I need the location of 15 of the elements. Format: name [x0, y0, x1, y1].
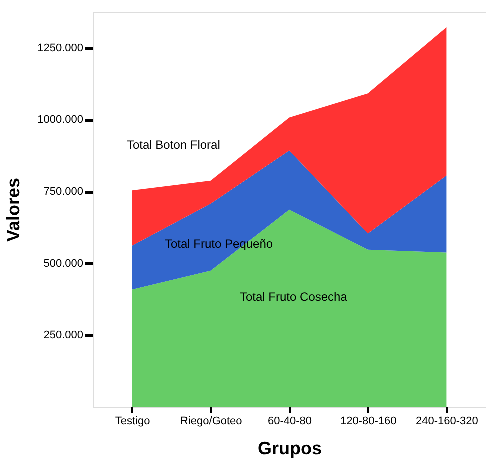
y-tick-label: 750.000	[44, 186, 84, 198]
x-tick-label: 60-40-80	[268, 416, 312, 428]
series-label: Total Boton Floral	[127, 138, 220, 152]
series-label: Total Fruto Cosecha	[240, 290, 348, 304]
x-tick-label: 240-160-320	[416, 416, 478, 428]
y-axis-title: Valores	[4, 178, 24, 242]
y-tick-label: 500.000	[44, 258, 84, 270]
x-axis-title: Grupos	[258, 438, 322, 458]
y-tick-label: 1000.000	[38, 114, 84, 126]
series-label: Total Fruto Pequeño	[165, 237, 274, 251]
x-tick-label: Testigo	[115, 416, 150, 428]
x-tick-label: Riego/Goteo	[180, 416, 242, 428]
x-tick-label: 120-80-160	[340, 416, 397, 428]
y-tick-label: 1250.000	[38, 42, 84, 54]
y-tick-label: 250.000	[44, 330, 84, 342]
